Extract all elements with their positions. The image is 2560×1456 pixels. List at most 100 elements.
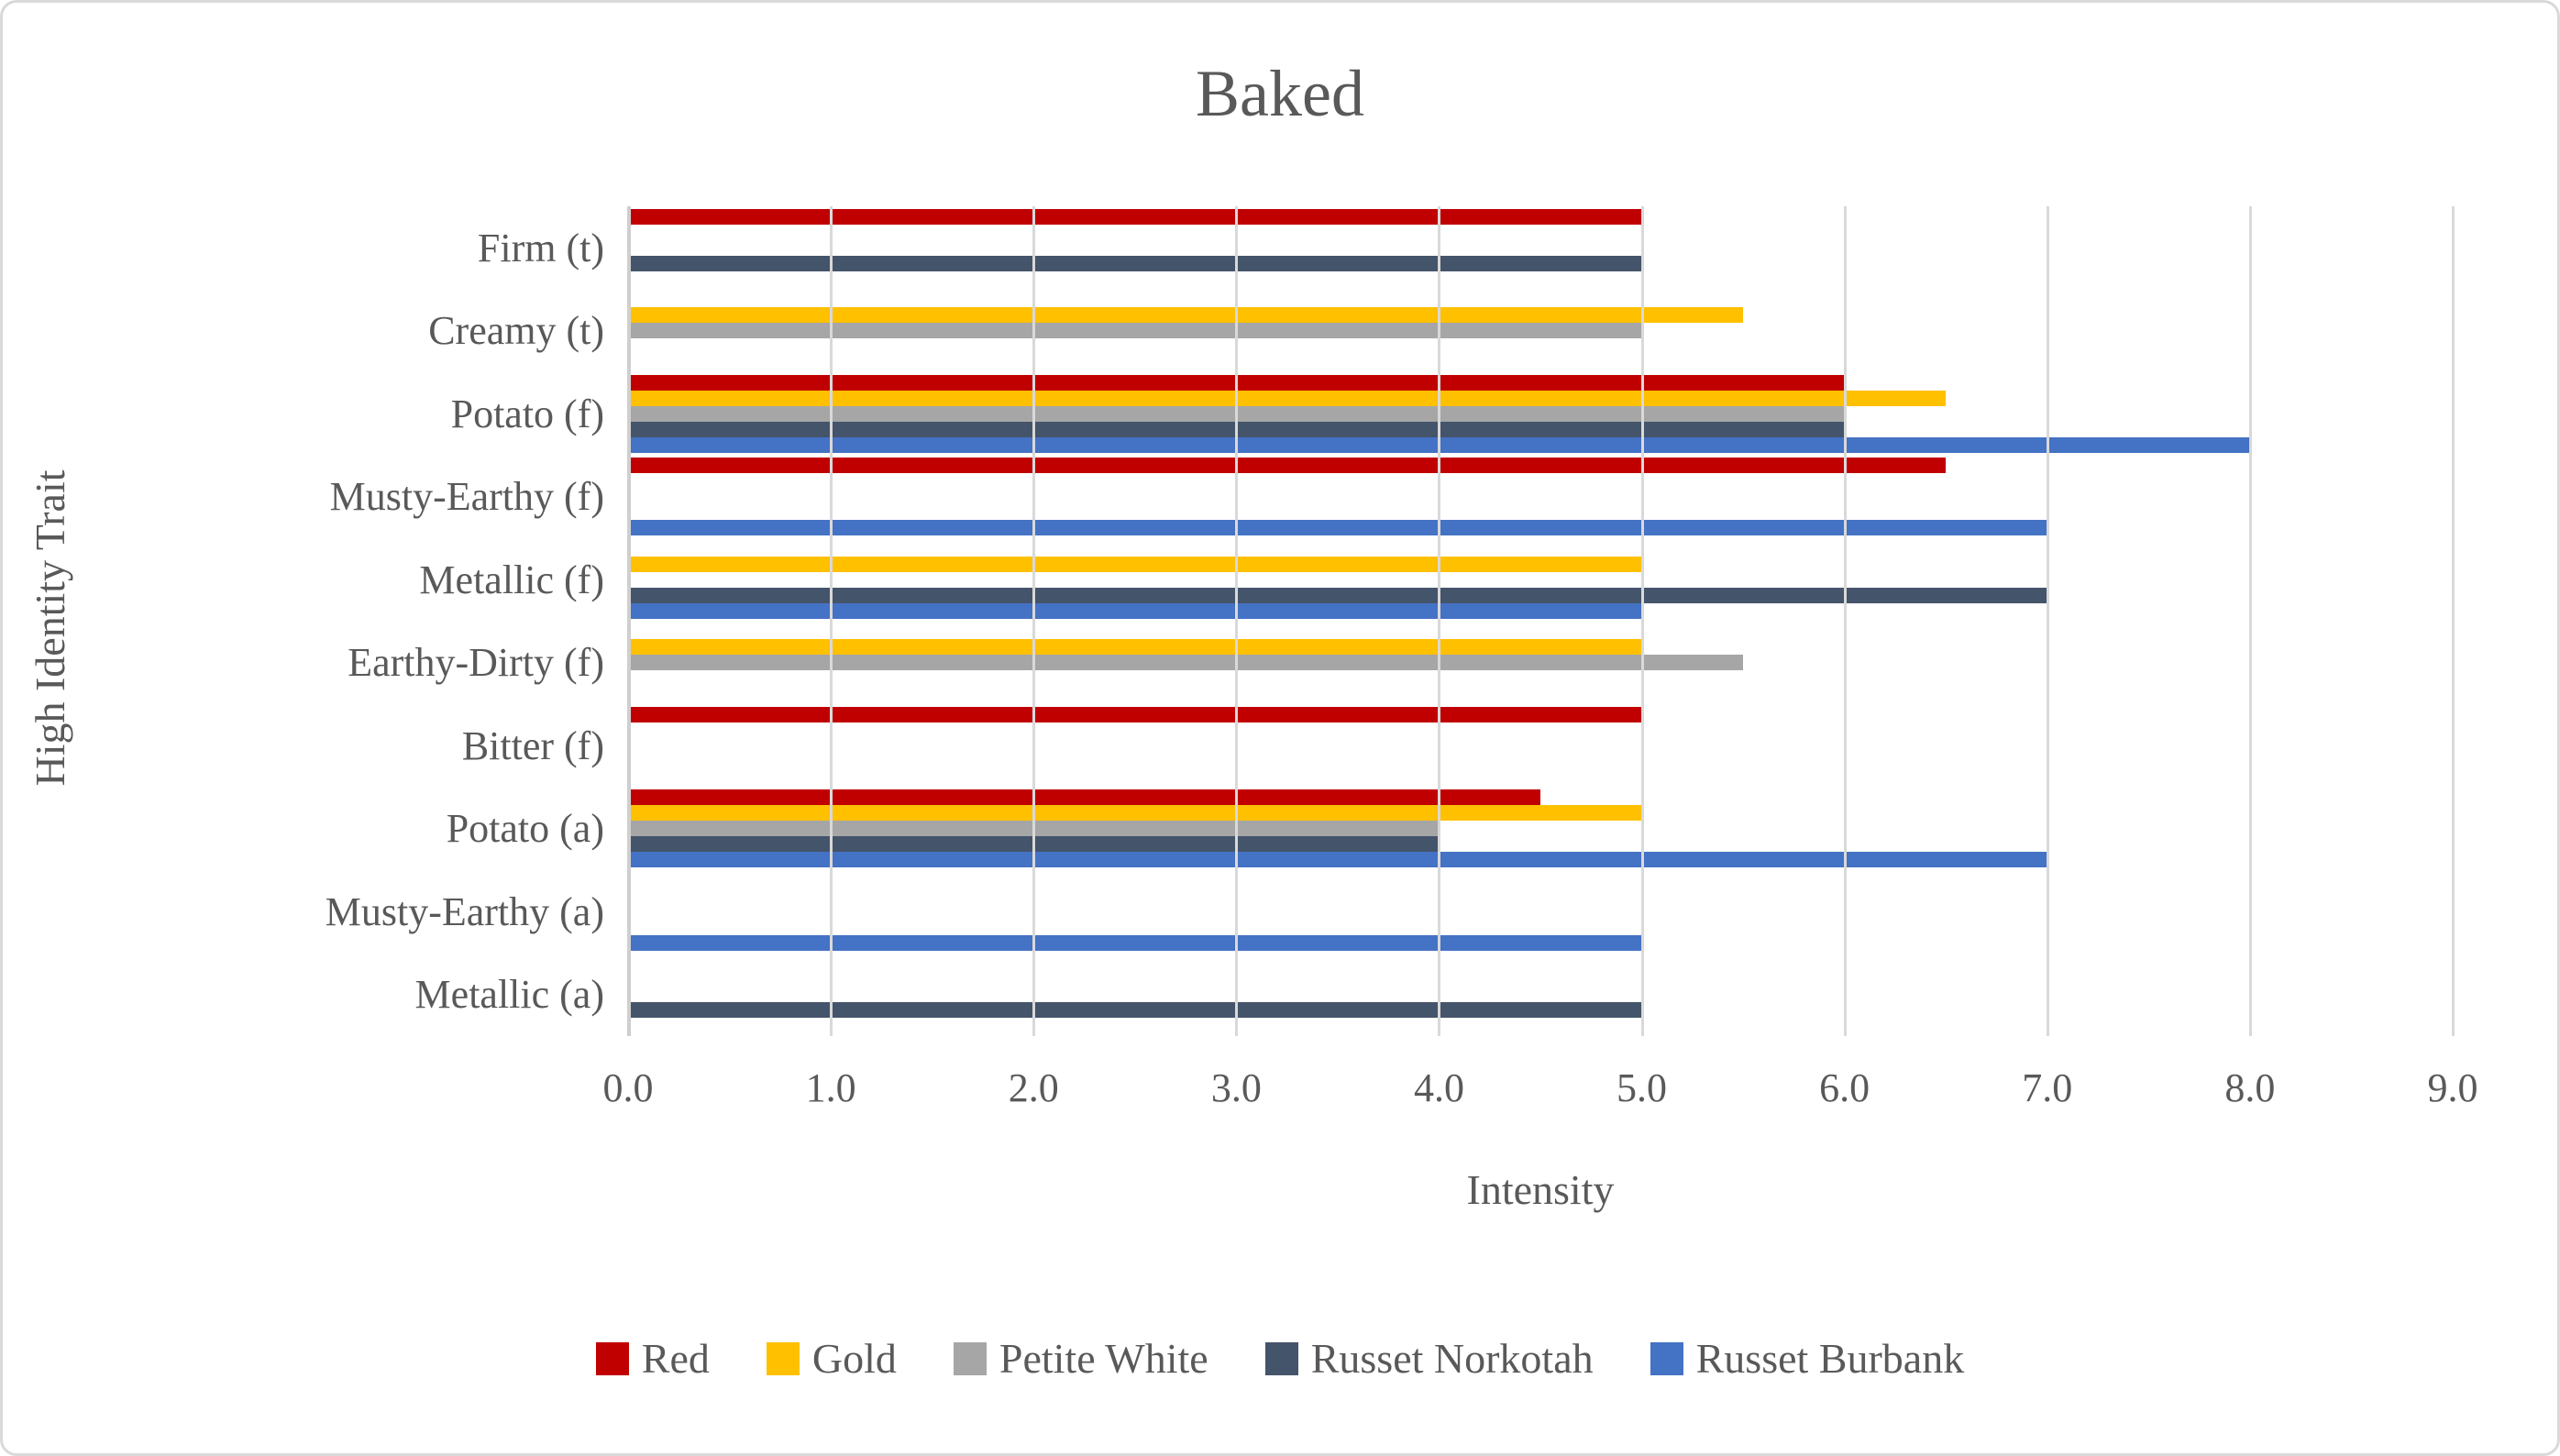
gridline-4.0 [1438,206,1441,1036]
bar-slot-red-bitter-f [628,706,2453,722]
bar-slot-petite-white-musty-earthy-f [628,489,2453,504]
legend-swatch-russet-norkotah [1264,1341,1298,1375]
bar-slot-russet-burbank-musty-earthy-a [628,934,2453,951]
bar-red-bitter-f [628,706,1642,722]
category-label-creamy-t: Creamy (t) [428,308,604,354]
bar-slot-russet-norkotah-creamy-t [628,338,2453,354]
gridline-9.0 [2452,206,2455,1036]
x-tick-label-5.0: 5.0 [1617,1065,1668,1110]
bar-slot-petite-white-bitter-f [628,738,2453,754]
x-tick-label-1.0: 1.0 [805,1065,856,1110]
gridline-5.0 [1640,206,1644,1036]
bar-slot-russet-burbank-potato-f [628,436,2453,453]
chart-body: Firm (t) Creamy (t) Potato (f) Musty-Earthy… [3,206,2455,1037]
bar-slot-gold-potato-f [628,390,2453,406]
bar-slot-red-firm-t [628,208,2453,225]
y-axis-line [627,206,631,1036]
bar-slot-red-musty-earthy-a [628,873,2453,888]
chart-title: Baked [1196,57,1364,130]
bar-slot-russet-norkotah-musty-earthy-a [628,920,2453,935]
category-row-musty-earthy-a [628,870,2453,954]
legend: Red Gold Petite White Russet Norkotah Russet… [3,1334,2557,1383]
bar-slot-russet-norkotah-potato-f [628,421,2453,437]
bar-slot-red-musty-earthy-f [628,458,2453,474]
x-tick-label-8.0: 8.0 [2224,1065,2276,1110]
category-label-metallic-f: Metallic (f) [419,557,604,602]
bar-slot-red-earthy-dirty-f [628,623,2453,639]
bar-slot-gold-creamy-t [628,307,2453,324]
category-row-metallic-f [628,538,2453,622]
legend-swatch-red [595,1341,629,1375]
category-label-potato-f: Potato (f) [450,391,604,436]
gridline-3.0 [1235,206,1239,1036]
legend-item-petite-white: Petite White [953,1334,1208,1383]
bar-red-musty-earthy-f [628,458,1947,474]
category-row-metallic-a [628,954,2453,1037]
bar-slot-russet-burbank-creamy-t [628,354,2453,370]
x-axis-tick-labels: 0.0 1.0 2.0 3.0 4.0 5.0 6.0 7.0 8.0 9.0 [603,1064,2478,1116]
bar-slot-russet-norkotah-metallic-f [628,587,2453,603]
legend-label-petite-white: Petite White [999,1335,1208,1382]
x-tick-label-4.0: 4.0 [1413,1065,1464,1110]
x-tick-label-9.0: 9.0 [2427,1065,2478,1110]
bar-slot-russet-norkotah-earthy-dirty-f [628,670,2453,686]
legend-swatch-petite-white [953,1341,987,1375]
bar-slot-russet-norkotah-musty-earthy-f [628,504,2453,520]
bar-gold-potato-f [628,390,1947,406]
bar-gold-earthy-dirty-f [628,639,1642,656]
bar-slot-gold-metallic-a [628,971,2453,987]
category-row-earthy-dirty-f [628,622,2453,705]
bar-slot-gold-bitter-f [628,722,2453,738]
bar-slot-russet-burbank-bitter-f [628,769,2453,785]
bar-slot-red-metallic-f [628,541,2453,557]
bar-slot-russet-burbank-earthy-dirty-f [628,686,2453,701]
bar-slot-petite-white-earthy-dirty-f [628,655,2453,671]
x-tick-label-7.0: 7.0 [2022,1065,2073,1110]
category-row-bitter-f [628,704,2453,788]
category-row-musty-earthy-f [628,456,2453,539]
bar-slot-russet-norkotah-metallic-a [628,1002,2453,1019]
bar-slot-red-metallic-a [628,955,2453,971]
gridline-1.0 [830,206,833,1036]
bar-red-potato-a [628,789,1540,806]
bar-slot-gold-earthy-dirty-f [628,639,2453,656]
x-tick-label-3.0: 3.0 [1210,1065,1262,1110]
bar-gold-creamy-t [628,307,1744,324]
legend-label-russet-norkotah: Russet Norkotah [1310,1335,1594,1382]
bar-slot-gold-potato-a [628,805,2453,822]
category-label-potato-a: Potato (a) [446,806,604,852]
bar-russet-norkotah-metallic-a [628,1002,1642,1019]
bar-slot-petite-white-metallic-f [628,572,2453,588]
gridline-7.0 [2046,206,2049,1036]
x-tick-label-6.0: 6.0 [1819,1065,1870,1110]
bar-russet-norkotah-metallic-f [628,587,2047,603]
legend-item-gold: Gold [766,1334,897,1383]
bar-slot-russet-norkotah-potato-a [628,836,2453,853]
x-axis-title: Intensity [1466,1166,1615,1213]
bar-slot-russet-burbank-metallic-a [628,1018,2453,1033]
category-row-creamy-t [628,290,2453,373]
bar-slot-petite-white-musty-earthy-a [628,904,2453,920]
bar-slot-petite-white-potato-f [628,405,2453,422]
category-row-potato-f [628,372,2453,456]
category-label-musty-earthy-f: Musty-Earthy (f) [329,474,604,520]
plot-area [627,206,2455,1037]
gridline-2.0 [1032,206,1036,1036]
bar-slot-petite-white-metallic-a [628,987,2453,1002]
category-row-potato-a [628,788,2453,871]
category-row-firm-t [628,206,2453,290]
bar-slot-gold-metallic-f [628,556,2453,572]
x-tick-label-0.0: 0.0 [602,1065,654,1110]
category-axis-labels: Firm (t) Creamy (t) Potato (f) Musty-Earthy… [3,206,628,1036]
bar-slot-red-potato-a [628,789,2453,806]
bar-russet-norkotah-firm-t [628,255,1642,271]
legend-item-russet-burbank: Russet Burbank [1650,1334,1964,1383]
bar-petite-white-earthy-dirty-f [628,655,1744,671]
bar-russet-burbank-potato-a [628,852,2047,868]
bar-slot-gold-musty-earthy-a [628,888,2453,904]
bar-russet-burbank-musty-earthy-f [628,520,2047,536]
bar-gold-metallic-f [628,556,1642,572]
category-label-firm-t: Firm (t) [477,225,604,270]
legend-item-russet-norkotah: Russet Norkotah [1264,1334,1594,1383]
legend-label-gold: Gold [811,1335,897,1382]
